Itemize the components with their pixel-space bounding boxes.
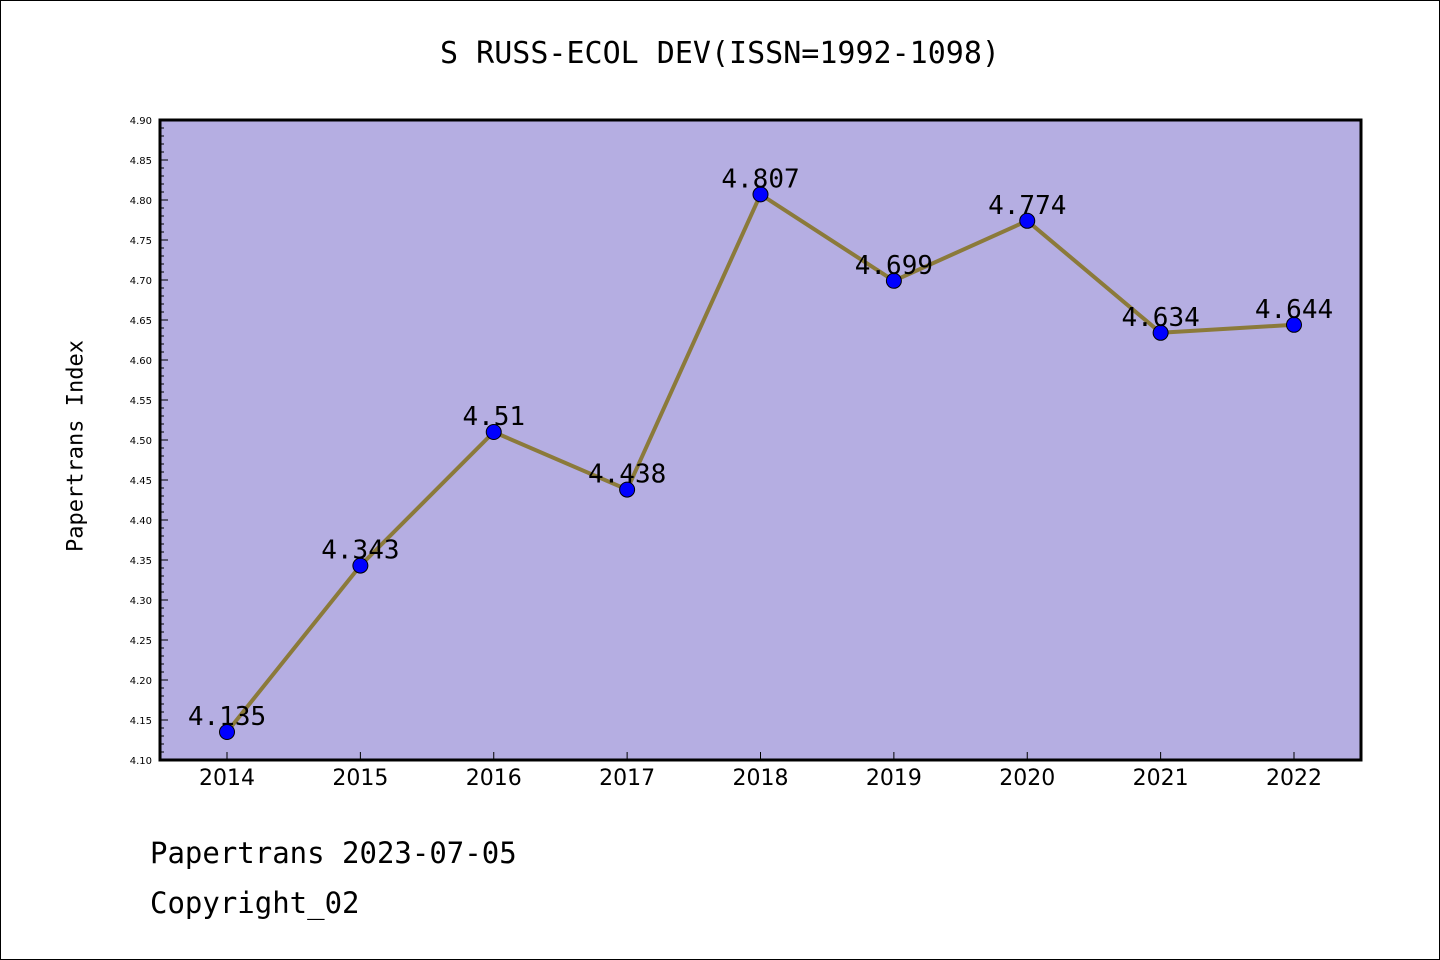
y-tick-label: 4.60 [130, 356, 152, 367]
data-point [885, 272, 902, 289]
series-markers [219, 186, 1302, 740]
y-tick-label: 4.35 [130, 556, 152, 567]
y-tick-label: 4.25 [130, 636, 152, 647]
data-point [352, 557, 369, 574]
y-tick-label: 4.80 [130, 196, 152, 207]
x-axis: 2014 2015 2016 2017 2018 2019 2020 2021 2022 [199, 752, 1322, 791]
data-label: 4.807 [721, 164, 799, 194]
data-label: 4.634 [1121, 303, 1199, 333]
y-tick-label: 4.15 [130, 716, 152, 727]
x-tick-label: 2021 [1133, 766, 1189, 791]
y-tick-label: 4.70 [130, 276, 152, 287]
plot-area [160, 120, 1361, 760]
data-point [485, 424, 502, 440]
data-point [619, 481, 636, 498]
x-tick-label: 2017 [599, 766, 655, 791]
data-point [1019, 212, 1036, 229]
plot-border [158, 118, 1363, 762]
y-tick-label: 4.65 [130, 316, 152, 327]
y-tick-label: 4.10 [130, 756, 152, 767]
data-point [219, 724, 235, 740]
y-tick-label: 4.55 [130, 396, 152, 407]
data-point [752, 186, 769, 203]
data-label: 4.135 [188, 702, 266, 732]
y-tick-label: 4.75 [130, 236, 152, 247]
x-tick-label: 2020 [999, 766, 1055, 791]
y-tick-label: 4.85 [130, 156, 152, 167]
data-label: 4.51 [462, 402, 525, 432]
data-point [1152, 324, 1169, 341]
x-tick-label: 2016 [466, 766, 522, 791]
y-axis: 4.10 4.15 4.20 4.25 4.30 4.35 4.40 4.45 4.50 4.55… [130, 116, 168, 767]
y-tick-label: 4.30 [130, 596, 152, 607]
y-tick-label: 4.90 [130, 116, 152, 127]
data-label: 4.438 [588, 460, 666, 490]
data-labels: 4.135 4.343 4.51 4.438 4.807 4.699 4.774 4.634 4… [188, 164, 1333, 732]
y-tick-label: 4.40 [130, 516, 152, 527]
x-tick-label: 2022 [1266, 766, 1322, 791]
y-tick-label: 4.45 [130, 476, 152, 487]
data-label: 4.699 [855, 251, 933, 281]
data-label: 4.774 [988, 191, 1066, 221]
data-label: 4.343 [321, 536, 399, 566]
x-tick-label: 2018 [733, 766, 789, 791]
x-tick-label: 2019 [866, 766, 922, 791]
chart-title: S RUSS-ECOL DEV(ISSN=1992-1098) [440, 36, 1000, 71]
footer-copyright: Copyright_02 [150, 886, 360, 920]
data-label: 4.644 [1255, 295, 1333, 325]
y-tick-label: 4.50 [130, 436, 152, 447]
x-tick-label: 2015 [332, 766, 388, 791]
x-tick-label: 2014 [199, 766, 255, 791]
y-tick-label: 4.20 [130, 676, 152, 687]
data-point [1286, 316, 1302, 333]
footer-date: Papertrans 2023-07-05 [150, 836, 517, 870]
